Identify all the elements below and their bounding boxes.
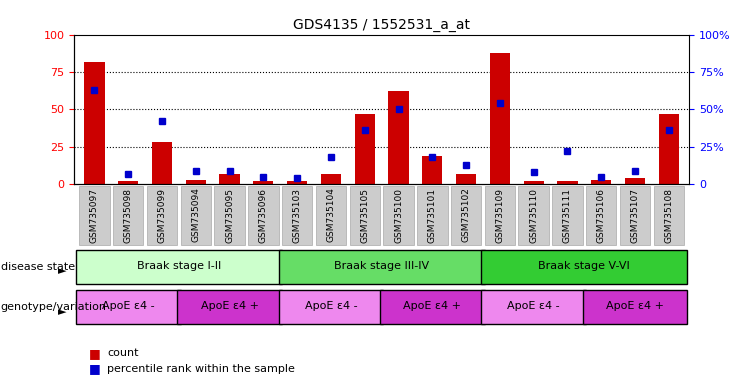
Bar (287, 181, 308, 184)
Text: GSM735101: GSM735101 (428, 187, 436, 243)
Text: disease state: disease state (1, 262, 75, 272)
Bar (253, 181, 273, 184)
Bar (380, 290, 485, 324)
Bar (582, 290, 688, 324)
Bar (586, 185, 617, 245)
Bar (79, 185, 110, 245)
Text: GSM735099: GSM735099 (157, 187, 167, 243)
Text: Braak stage V-VI: Braak stage V-VI (539, 261, 631, 271)
Text: GSM735096: GSM735096 (259, 187, 268, 243)
Bar (147, 185, 177, 245)
Bar (185, 180, 206, 184)
Bar (524, 181, 544, 184)
Text: GSM735102: GSM735102 (462, 188, 471, 242)
Text: GSM735098: GSM735098 (124, 187, 133, 243)
Bar (219, 174, 239, 184)
Text: GSM735110: GSM735110 (529, 187, 538, 243)
Text: GSM735100: GSM735100 (394, 187, 403, 243)
Title: GDS4135 / 1552531_a_at: GDS4135 / 1552531_a_at (293, 18, 470, 32)
Bar (417, 185, 448, 245)
Text: Braak stage I-II: Braak stage I-II (137, 261, 221, 271)
Text: GSM735095: GSM735095 (225, 187, 234, 243)
Bar (422, 156, 442, 184)
Bar (519, 185, 549, 245)
Text: GSM735105: GSM735105 (360, 187, 369, 243)
Text: count: count (107, 348, 139, 358)
Bar (482, 290, 586, 324)
Text: genotype/variation: genotype/variation (1, 302, 107, 312)
Text: ApoE ε4 -: ApoE ε4 - (102, 301, 154, 311)
Text: ■: ■ (89, 362, 101, 375)
Bar (552, 185, 582, 245)
Bar (485, 185, 515, 245)
Text: GSM735108: GSM735108 (665, 187, 674, 243)
Text: GSM735104: GSM735104 (327, 188, 336, 242)
Bar (181, 185, 211, 245)
Bar (490, 53, 510, 184)
Text: ApoE ε4 -: ApoE ε4 - (305, 301, 357, 311)
Bar (279, 250, 485, 284)
Text: GSM735109: GSM735109 (496, 187, 505, 243)
Bar (654, 185, 684, 245)
Text: ApoE ε4 +: ApoE ε4 + (403, 301, 462, 311)
Bar (383, 185, 413, 245)
Bar (76, 290, 181, 324)
Text: ►: ► (59, 266, 67, 276)
Text: ►: ► (59, 307, 67, 317)
Text: GSM735103: GSM735103 (293, 187, 302, 243)
Text: ApoE ε4 +: ApoE ε4 + (606, 301, 664, 311)
Text: ■: ■ (89, 347, 101, 360)
Text: GSM735097: GSM735097 (90, 187, 99, 243)
Text: ApoE ε4 -: ApoE ε4 - (508, 301, 560, 311)
Bar (248, 185, 279, 245)
Bar (316, 185, 346, 245)
Bar (84, 61, 104, 184)
Bar (456, 174, 476, 184)
Text: GSM735094: GSM735094 (191, 188, 200, 242)
Bar (388, 91, 408, 184)
Bar (557, 181, 578, 184)
Bar (214, 185, 245, 245)
Bar (118, 181, 139, 184)
Bar (113, 185, 143, 245)
Bar (659, 114, 679, 184)
Bar (591, 180, 611, 184)
Bar (152, 142, 172, 184)
Bar (321, 174, 341, 184)
Text: Braak stage III-IV: Braak stage III-IV (334, 261, 429, 271)
Bar (177, 290, 282, 324)
Text: GSM735106: GSM735106 (597, 187, 606, 243)
Bar (282, 185, 313, 245)
Bar (482, 250, 688, 284)
Text: ApoE ε4 +: ApoE ε4 + (201, 301, 259, 311)
Bar (625, 178, 645, 184)
Bar (279, 290, 383, 324)
Bar (451, 185, 482, 245)
Bar (76, 250, 282, 284)
Text: GSM735111: GSM735111 (563, 187, 572, 243)
Bar (350, 185, 380, 245)
Bar (355, 114, 375, 184)
Text: percentile rank within the sample: percentile rank within the sample (107, 364, 296, 374)
Bar (620, 185, 651, 245)
Text: GSM735107: GSM735107 (631, 187, 639, 243)
